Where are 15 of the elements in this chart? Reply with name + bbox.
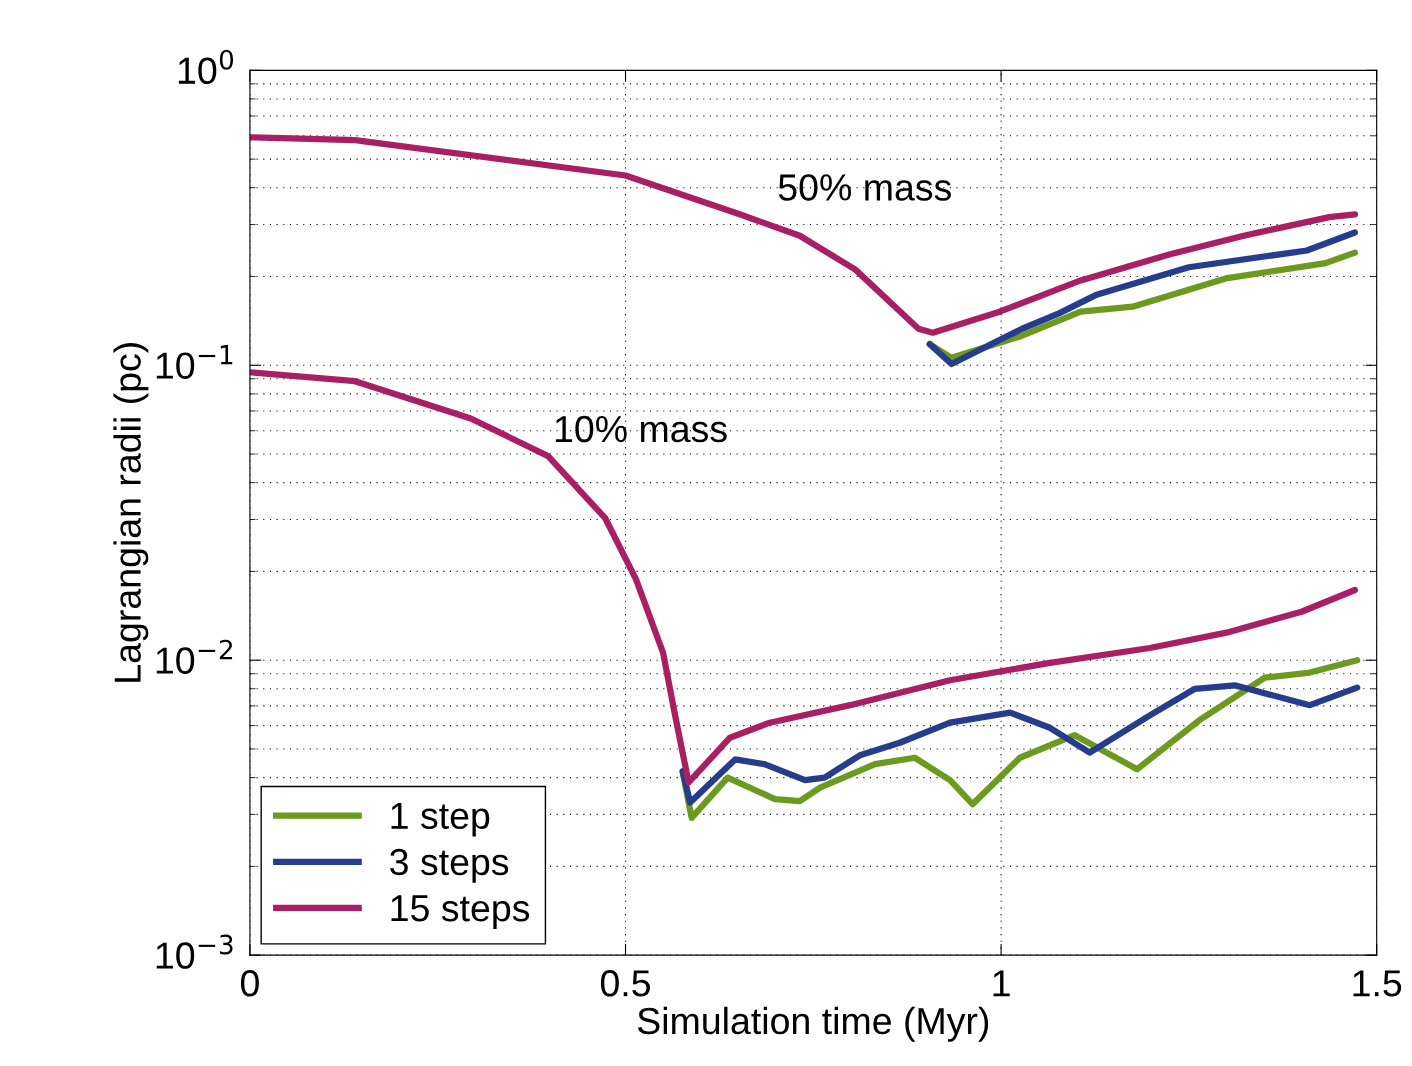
legend-label: 15 steps <box>391 895 530 929</box>
y-axis-title: Lagrangian radii (pc) <box>113 343 149 682</box>
x-tick-label: 1 <box>993 970 1010 997</box>
y-tick-label: 10$^{−1}$ <box>156 345 233 379</box>
y-tick-label: 10$^{−3}$ <box>156 934 233 969</box>
x-tick-label: 1.5 <box>1353 970 1402 997</box>
x-tick-label: 0 <box>240 970 259 997</box>
y-tick-label: 10$^{0}$ <box>178 49 234 85</box>
legend-label: 3 steps <box>390 848 509 883</box>
x-axis-title: Simulation time (Myr) <box>637 1006 989 1042</box>
legend-label: 1 step <box>391 802 490 837</box>
y-tick-label: 10$^{−2}$ <box>156 639 233 674</box>
x-tick-label: 0.5 <box>600 970 651 997</box>
annotation: 10% mass <box>555 415 727 443</box>
annotation: 50% mass <box>778 174 951 201</box>
